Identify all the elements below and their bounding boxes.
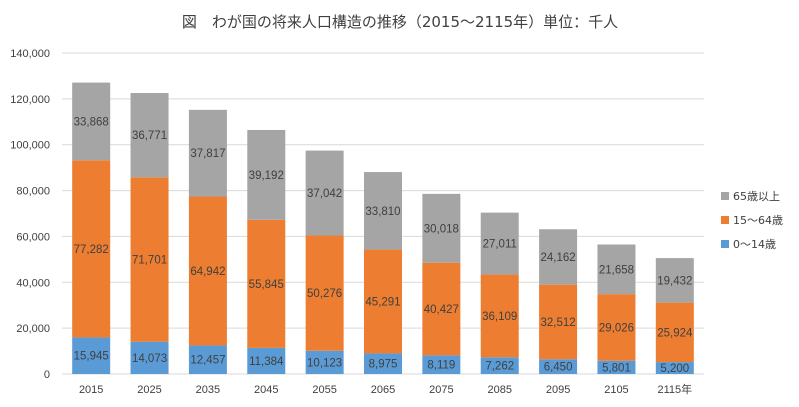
data-label: 71,701 — [132, 255, 167, 267]
data-label: 5,801 — [602, 362, 631, 374]
y-tick-label: 120,000 — [10, 94, 50, 106]
bar-segment — [130, 93, 169, 178]
bar-segment — [130, 341, 169, 374]
y-tick-label: 140,000 — [10, 48, 50, 60]
data-label: 33,868 — [74, 116, 109, 128]
data-label: 55,845 — [249, 279, 284, 291]
data-label: 25,924 — [657, 327, 693, 339]
data-label: 33,810 — [365, 206, 400, 218]
bar-segment — [597, 360, 636, 374]
y-tick-label: 0 — [44, 369, 50, 381]
x-axis-ticks: 2015 2025 2035 2045 2055 2065 2075 2085 2095 2105… — [79, 382, 692, 396]
data-label: 7,262 — [485, 361, 514, 373]
legend: 65歳以上 15～64歳 0～14歳 — [721, 190, 783, 251]
bar-segment — [247, 219, 286, 348]
data-label: 37,817 — [190, 148, 225, 160]
bar-segment — [130, 177, 169, 342]
bar-segment — [364, 353, 402, 374]
bar-segment — [655, 258, 694, 303]
y-axis-ticks: 0 20,000 40,000 60,000 80,000 100,000 120,000 1… — [10, 48, 50, 381]
legend-entry-label: 65歳以上 — [733, 190, 780, 203]
data-labels: 15,945 77,282 33,868 14,073 71,701 36,771 12,4… — [74, 116, 693, 375]
bar-segment — [72, 337, 111, 374]
bar-segment — [480, 212, 519, 275]
data-label: 77,282 — [74, 244, 109, 256]
data-label: 11,384 — [249, 356, 284, 368]
bars — [72, 82, 694, 374]
x-tick-label: 2075 — [429, 384, 453, 396]
y-tick-label: 40,000 — [16, 277, 50, 289]
data-label: 5,200 — [660, 363, 689, 375]
y-tick-label: 80,000 — [16, 186, 50, 198]
bar-segment — [305, 150, 344, 236]
data-label: 40,427 — [424, 304, 459, 316]
bar-segment — [188, 109, 227, 197]
data-label: 14,073 — [132, 353, 167, 365]
bar-segment — [539, 229, 578, 285]
data-label: 12,457 — [190, 355, 225, 367]
data-label: 15,945 — [74, 351, 109, 363]
y-tick-label: 100,000 — [10, 140, 50, 152]
bar-segment — [597, 244, 636, 295]
data-label: 37,042 — [307, 188, 342, 200]
x-tick-label: 2055 — [312, 384, 336, 396]
legend-swatch — [721, 192, 729, 200]
bar-segment — [539, 359, 578, 374]
x-tick-label: 2015 — [79, 384, 103, 396]
data-label: 64,942 — [190, 266, 225, 278]
y-tick-label: 60,000 — [16, 231, 50, 243]
legend-swatch — [721, 240, 729, 248]
chart-title: 図 わが国の将来人口構造の推移（2015～2115年）単位：千人 — [182, 13, 618, 31]
bar-segment — [188, 345, 227, 374]
bar-segment — [364, 172, 402, 250]
data-label: 39,192 — [249, 170, 284, 182]
bar-segment — [480, 357, 519, 374]
x-tick-label: 2095 — [546, 384, 570, 396]
x-tick-label: 2045 — [254, 384, 278, 396]
bar-segment — [655, 302, 694, 363]
bar-segment — [72, 160, 111, 338]
data-label: 19,432 — [657, 275, 692, 287]
bar-segment — [364, 249, 402, 354]
data-label: 32,512 — [540, 317, 575, 329]
bar-segment — [72, 82, 111, 161]
data-label: 36,771 — [132, 130, 167, 142]
data-label: 29,026 — [599, 322, 634, 334]
data-label: 8,975 — [369, 359, 398, 371]
bar-segment — [247, 129, 286, 220]
bar-segment — [305, 350, 344, 374]
data-label: 10,123 — [307, 357, 342, 369]
bar-segment — [597, 294, 636, 361]
legend-swatch — [721, 216, 729, 224]
bar-segment — [422, 355, 461, 374]
data-label: 30,018 — [424, 223, 459, 235]
x-tick-label: 2065 — [371, 384, 395, 396]
bar-segment — [539, 284, 578, 360]
data-label: 50,276 — [307, 288, 342, 300]
data-label: 45,291 — [365, 296, 400, 308]
data-label: 21,658 — [599, 264, 634, 276]
x-tick-label: 2105 — [604, 384, 628, 396]
x-tick-label: 2025 — [137, 384, 161, 396]
bar-segment — [305, 235, 344, 351]
x-tick-label: 2115年 — [657, 382, 692, 396]
legend-entry-label: 0～14歳 — [733, 238, 776, 251]
legend-entry-label: 15～64歳 — [733, 214, 783, 227]
bar-segment — [655, 362, 694, 374]
x-tick-label: 2035 — [196, 384, 220, 396]
bar-segment — [480, 274, 519, 358]
bar-segment — [422, 193, 461, 263]
data-label: 27,011 — [483, 239, 517, 251]
bar-segment — [247, 347, 286, 374]
data-label: 6,450 — [544, 362, 573, 374]
y-tick-label: 20,000 — [16, 323, 50, 335]
data-label: 24,162 — [540, 252, 575, 264]
data-label: 8,119 — [427, 360, 455, 372]
bar-segment — [422, 262, 461, 356]
bar-segment — [188, 196, 227, 346]
x-tick-label: 2085 — [487, 384, 511, 396]
data-label: 36,109 — [482, 311, 517, 323]
